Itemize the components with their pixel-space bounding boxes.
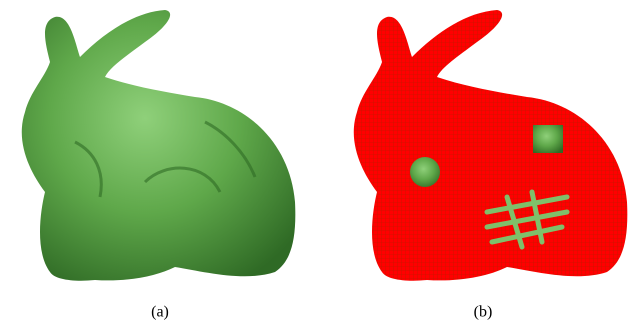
green-patch [410,157,440,187]
figure: (a) (b) [0,0,631,328]
panel-a [22,10,296,281]
green-patch [533,125,563,153]
panel-b [354,10,628,281]
bunny-render [22,10,296,281]
caption: (a) [151,304,169,321]
caption: (b) [474,304,493,321]
